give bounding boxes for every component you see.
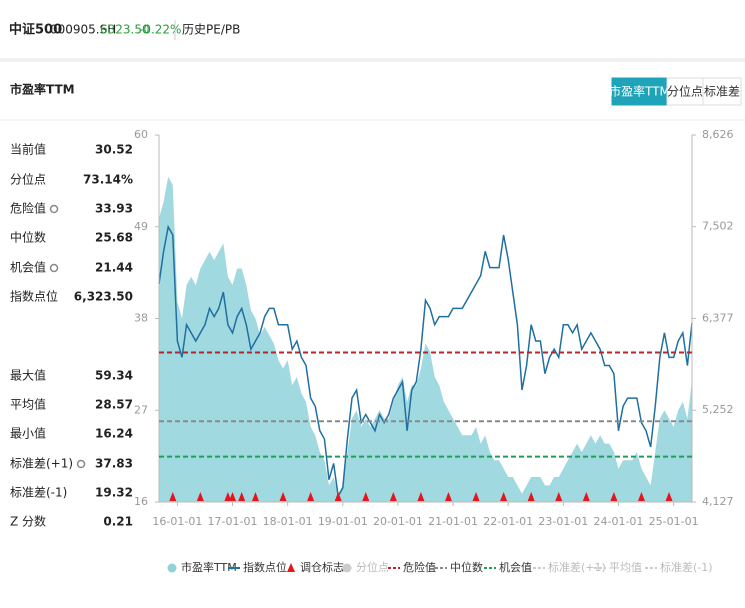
stat-value: 25.68	[95, 231, 133, 245]
legend-label[interactable]: 危险值	[403, 560, 436, 574]
stat-label: 指数点位	[10, 289, 58, 304]
stat-label: 机会值	[10, 260, 46, 275]
stat-value: 0.21	[103, 515, 133, 529]
legend-label[interactable]: 调仓标志	[300, 560, 344, 574]
stat-value: 19.32	[95, 486, 133, 500]
pe-area	[159, 176, 692, 503]
y2-tick-label: 8,626	[702, 128, 734, 141]
y2-tick-label: 5,252	[702, 403, 734, 416]
adjust-marker	[334, 492, 342, 501]
tab[interactable]	[702, 77, 742, 106]
stat-value: 28.57	[95, 398, 133, 412]
settings-icon[interactable]	[49, 263, 59, 273]
adjust-marker	[637, 492, 645, 501]
adjust-marker	[555, 492, 563, 501]
adjust-marker	[238, 492, 246, 501]
stat-value: 21.44	[95, 261, 133, 275]
x-tick-label: 24-01-01	[594, 515, 644, 528]
adjust-marker	[527, 492, 535, 501]
adjust-marker	[169, 492, 177, 501]
legend-label[interactable]: 市盈率TTM	[181, 560, 237, 574]
adjust-marker	[665, 492, 673, 501]
index-code: 000905.SH	[50, 23, 116, 37]
history-link[interactable]: 历史PE/PB	[182, 23, 240, 37]
stat-label: 当前值	[10, 142, 46, 157]
x-tick-label: 25-01-01	[649, 515, 699, 528]
x-tick-label: 21-01-01	[428, 515, 478, 528]
stat-value: 16.24	[95, 427, 133, 441]
index-change: -0.22%	[139, 23, 181, 37]
adjust-marker	[444, 492, 452, 501]
legend-symbol[interactable]	[167, 563, 177, 573]
stat-value: 73.14%	[83, 173, 133, 187]
stat-label: 平均值	[10, 397, 46, 412]
index-price: 6323.50	[100, 23, 150, 37]
stat-label: 标准差(-1)	[10, 486, 67, 500]
tab[interactable]	[666, 77, 704, 106]
y-tick-label: 27	[134, 403, 148, 416]
legend-label[interactable]: 平均值	[609, 561, 642, 574]
stat-value: 37.83	[95, 457, 133, 471]
x-tick-label: 22-01-01	[483, 515, 533, 528]
stat-label: 最大值	[10, 368, 46, 383]
x-tick-label: 19-01-01	[318, 515, 368, 528]
stat-label: 分位点	[10, 172, 46, 187]
legend-label[interactable]: 分位点	[356, 560, 389, 574]
adjust-marker	[279, 492, 287, 501]
y-tick-label: 38	[134, 312, 148, 325]
legend-label[interactable]: 机会值	[499, 560, 532, 574]
legend-label[interactable]: 中位数	[450, 560, 483, 574]
tab-label[interactable]: 市盈率TTM	[609, 84, 670, 99]
stat-label: 中位数	[10, 230, 46, 245]
card	[0, 62, 745, 608]
legend-label[interactable]: 标准差(+1)	[548, 560, 606, 574]
tab-label[interactable]: 标准差	[704, 85, 740, 99]
y2-tick-label: 4,127	[702, 495, 734, 508]
stat-value: 30.52	[95, 143, 133, 157]
adjust-marker	[307, 492, 315, 501]
index-line	[158, 224, 693, 499]
header-bar	[0, 0, 745, 58]
legend-symbol[interactable]	[342, 563, 352, 573]
y-tick-label: 60	[134, 128, 148, 141]
legend-label[interactable]: 标准差(-1)	[660, 560, 713, 574]
adjust-marker	[362, 492, 370, 501]
stat-label: 最小值	[10, 426, 46, 441]
stat-value: 59.34	[95, 369, 133, 383]
y-tick-label: 16	[134, 495, 148, 508]
x-tick-label: 20-01-01	[373, 515, 423, 528]
y2-tick-label: 7,502	[702, 220, 734, 233]
x-tick-label: 18-01-01	[263, 515, 313, 528]
adjust-marker	[251, 492, 259, 501]
settings-icon[interactable]	[49, 204, 59, 214]
x-tick-label: 17-01-01	[208, 515, 258, 528]
y2-tick-label: 6,377	[702, 311, 734, 324]
adjust-marker	[582, 492, 590, 501]
x-tick-label: 23-01-01	[538, 515, 588, 528]
adjust-marker	[389, 492, 397, 501]
y-tick-label: 49	[134, 220, 148, 233]
adjust-marker	[417, 492, 425, 501]
index-name: 中证500	[9, 22, 62, 38]
stat-value: 33.93	[95, 202, 133, 216]
adjust-marker	[196, 492, 204, 501]
x-tick-label: 16-01-01	[152, 515, 202, 528]
stat-label: 危险值	[10, 201, 46, 216]
adjust-marker	[472, 492, 480, 501]
stat-value: 6,323.50	[74, 290, 133, 304]
section-title: 市盈率TTM	[10, 82, 75, 97]
adjust-marker	[224, 492, 232, 501]
adjust-marker	[500, 492, 508, 501]
tab-label[interactable]: 分位点	[667, 84, 703, 99]
stat-label: 标准差(+1)	[10, 457, 73, 471]
legend-symbol[interactable]	[287, 563, 295, 572]
stat-label: Z 分数	[10, 514, 46, 529]
adjust-marker	[229, 492, 237, 501]
legend-label[interactable]: 指数点位	[243, 560, 287, 574]
adjust-marker	[610, 492, 618, 501]
settings-icon[interactable]	[76, 459, 86, 469]
